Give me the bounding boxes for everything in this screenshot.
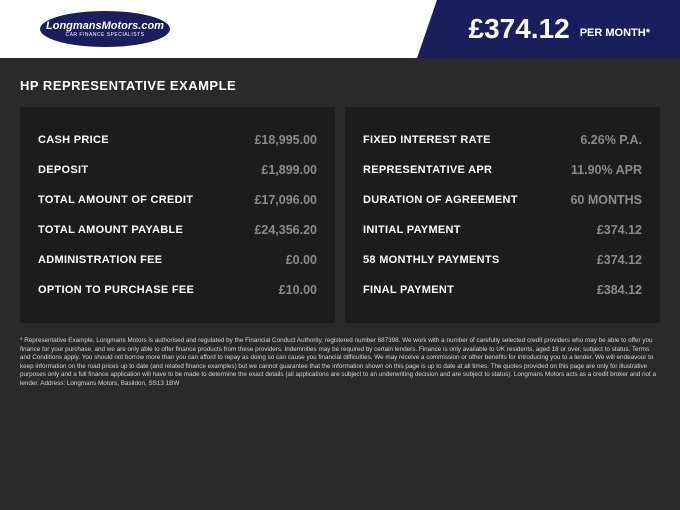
table-row: REPRESENTATIVE APR 11.90% APR (363, 155, 642, 185)
row-label: REPRESENTATIVE APR (363, 164, 492, 176)
row-value: £18,995.00 (254, 133, 317, 147)
left-panel: CASH PRICE £18,995.00 DEPOSIT £1,899.00 … (20, 107, 335, 323)
row-label: CASH PRICE (38, 134, 109, 146)
row-value: £17,096.00 (254, 193, 317, 207)
footer-disclaimer: * Representative Example. Longmans Motor… (0, 323, 680, 388)
table-row: DURATION OF AGREEMENT 60 MONTHS (363, 185, 642, 215)
logo: LongmansMotors.com CAR FINANCE SPECIALIS… (40, 11, 170, 47)
price-main: £374.12 (469, 13, 570, 45)
row-value: £374.12 (597, 253, 642, 267)
row-value: £384.12 (597, 283, 642, 297)
row-value: £0.00 (286, 253, 317, 267)
table-row: ADMINISTRATION FEE £0.00 (38, 245, 317, 275)
row-value: 6.26% P.A. (580, 133, 642, 147)
row-label: OPTION TO PURCHASE FEE (38, 284, 194, 296)
row-label: FIXED INTEREST RATE (363, 134, 491, 146)
table-row: INITIAL PAYMENT £374.12 (363, 215, 642, 245)
price-per-month: PER MONTH* (580, 19, 650, 39)
row-label: TOTAL AMOUNT PAYABLE (38, 224, 183, 236)
row-value: £10.00 (279, 283, 317, 297)
page-title: HP REPRESENTATIVE EXAMPLE (0, 58, 680, 107)
row-label: TOTAL AMOUNT OF CREDIT (38, 194, 193, 206)
row-label: ADMINISTRATION FEE (38, 254, 162, 266)
logo-text-bottom: CAR FINANCE SPECIALISTS (65, 33, 144, 38)
row-value: £24,356.20 (254, 223, 317, 237)
panels: CASH PRICE £18,995.00 DEPOSIT £1,899.00 … (0, 107, 680, 323)
table-row: FINAL PAYMENT £384.12 (363, 275, 642, 305)
logo-oval: LongmansMotors.com CAR FINANCE SPECIALIS… (40, 11, 170, 47)
row-value: 11.90% APR (571, 163, 642, 177)
table-row: DEPOSIT £1,899.00 (38, 155, 317, 185)
table-row: FIXED INTEREST RATE 6.26% P.A. (363, 125, 642, 155)
header: LongmansMotors.com CAR FINANCE SPECIALIS… (0, 0, 680, 58)
row-label: FINAL PAYMENT (363, 284, 454, 296)
row-label: 58 MONTHLY PAYMENTS (363, 254, 500, 266)
price-box: £374.12 PER MONTH* (437, 0, 680, 58)
row-value: £1,899.00 (261, 163, 317, 177)
right-panel: FIXED INTEREST RATE 6.26% P.A. REPRESENT… (345, 107, 660, 323)
table-row: 58 MONTHLY PAYMENTS £374.12 (363, 245, 642, 275)
row-value: 60 MONTHS (570, 193, 642, 207)
row-value: £374.12 (597, 223, 642, 237)
row-label: DURATION OF AGREEMENT (363, 194, 518, 206)
table-row: TOTAL AMOUNT PAYABLE £24,356.20 (38, 215, 317, 245)
table-row: CASH PRICE £18,995.00 (38, 125, 317, 155)
row-label: INITIAL PAYMENT (363, 224, 461, 236)
table-row: TOTAL AMOUNT OF CREDIT £17,096.00 (38, 185, 317, 215)
row-label: DEPOSIT (38, 164, 88, 176)
logo-text-top: LongmansMotors.com (46, 21, 164, 32)
table-row: OPTION TO PURCHASE FEE £10.00 (38, 275, 317, 305)
